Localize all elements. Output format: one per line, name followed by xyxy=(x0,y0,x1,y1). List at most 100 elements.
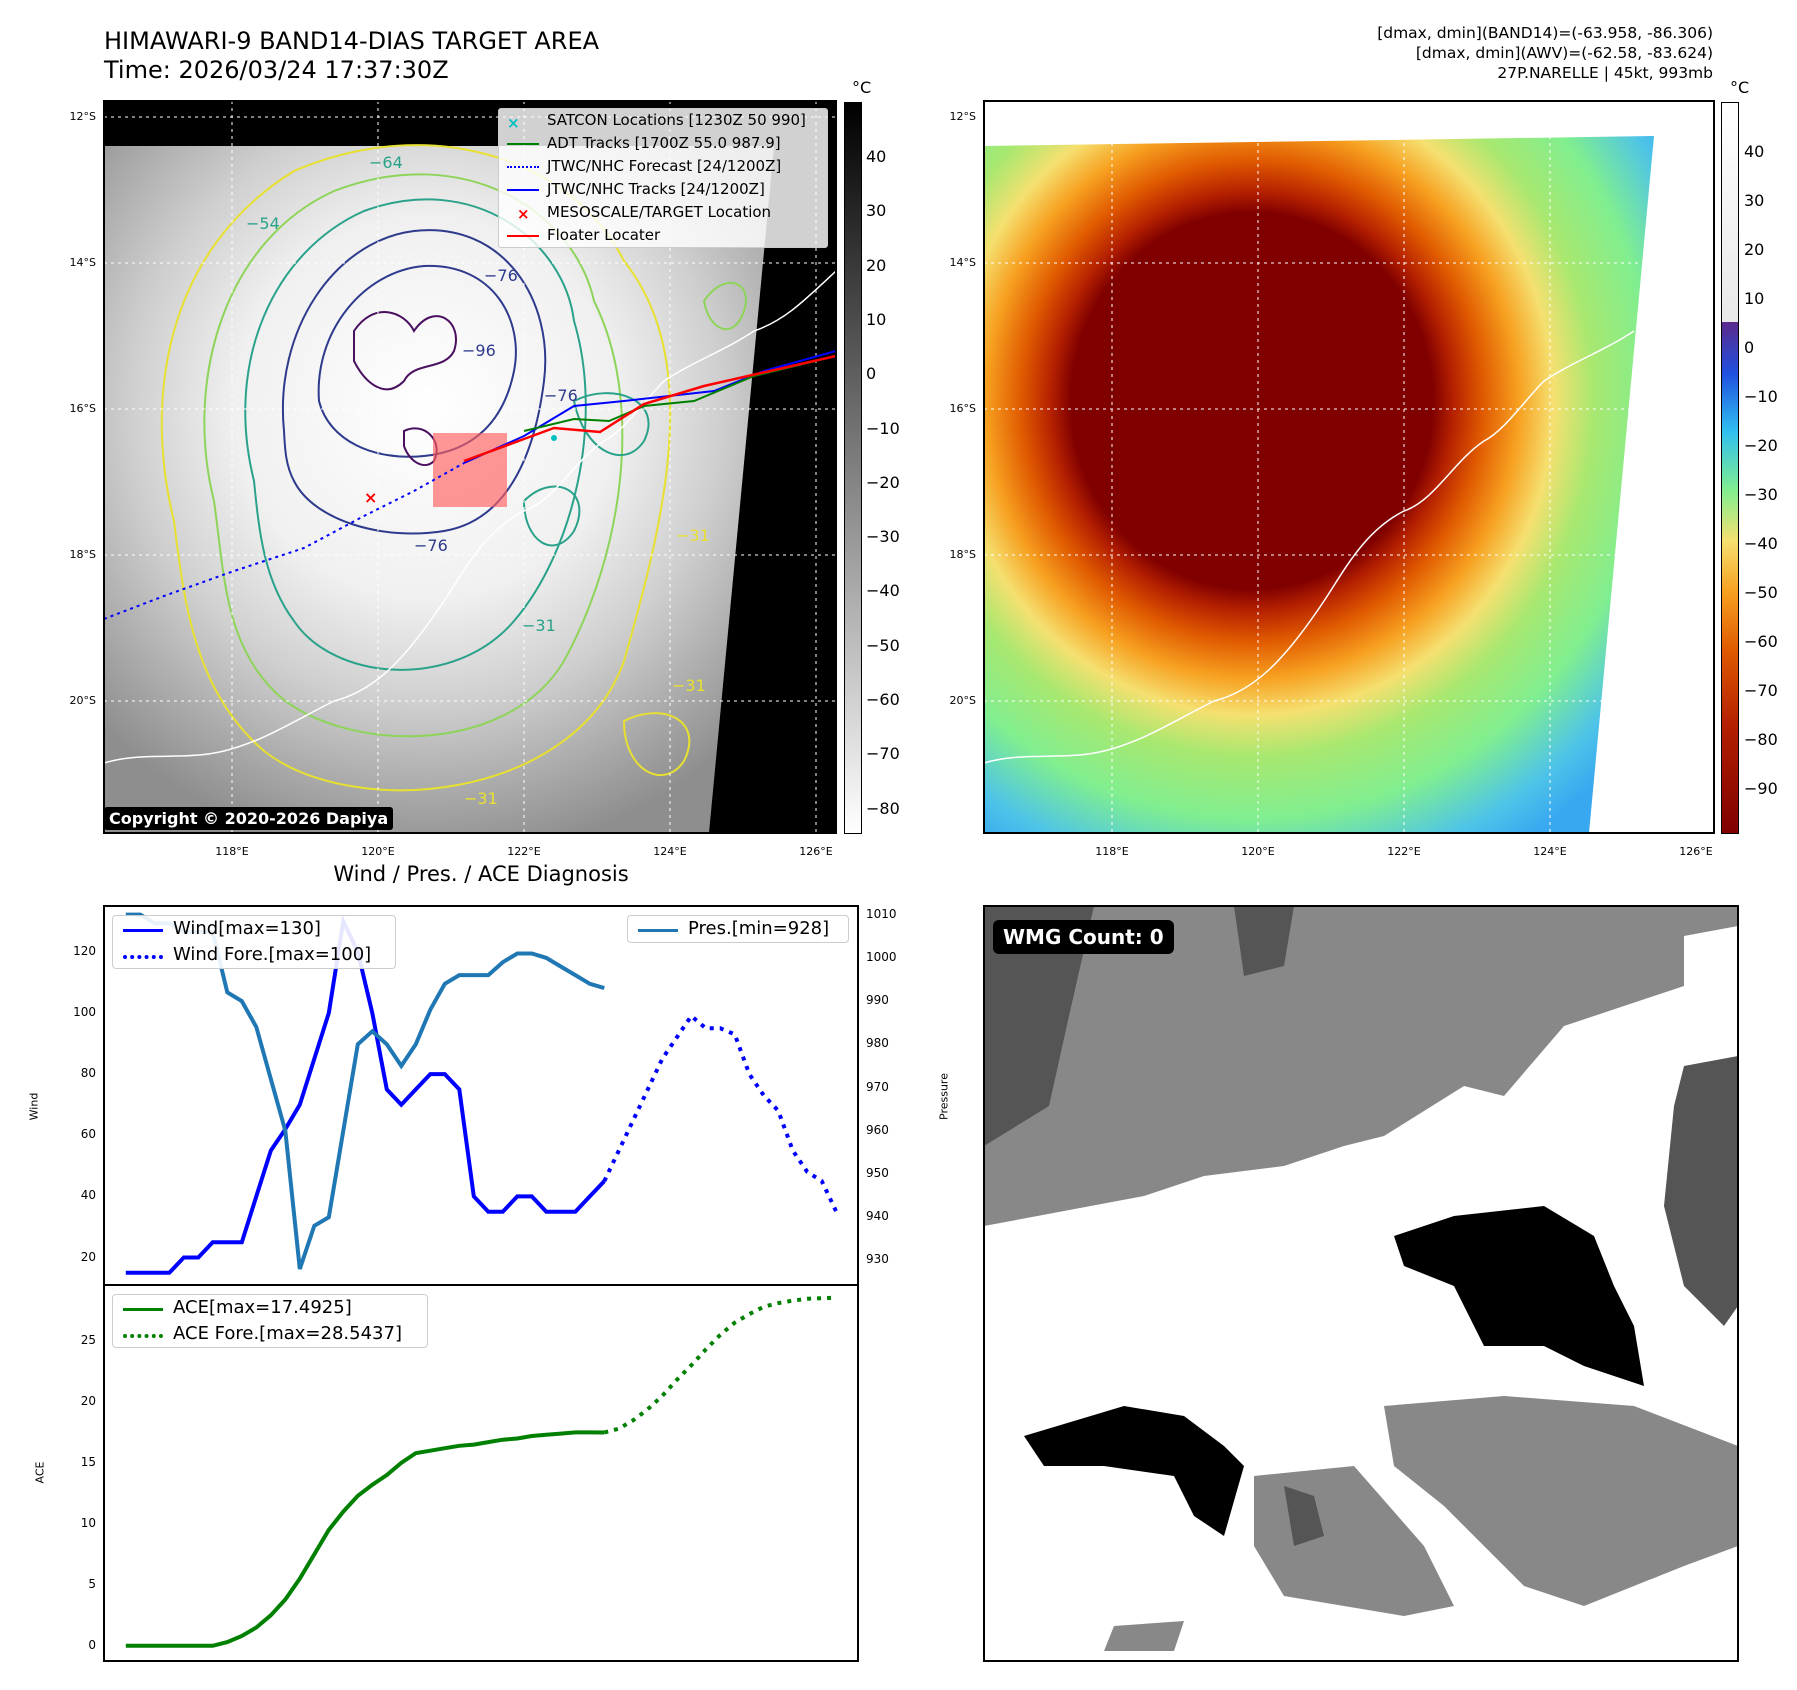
satcon-marker xyxy=(551,435,557,441)
wmg-dark-right xyxy=(1664,1056,1738,1326)
contour-label: −76 xyxy=(484,266,518,285)
axis-tick-label: 80 xyxy=(80,1066,96,1081)
contour-label: −96 xyxy=(462,341,496,360)
colorbar-tick: 40 xyxy=(1744,142,1765,161)
color-map-frame xyxy=(983,100,1715,834)
contour-label: −31 xyxy=(672,676,706,695)
ace-series xyxy=(125,1295,837,1648)
wmg-gray-right xyxy=(1384,1396,1738,1606)
color-colorbar-unit: °C xyxy=(1730,78,1750,97)
wmg-map xyxy=(984,906,1738,1660)
color-colorbar xyxy=(1721,102,1739,834)
lon-label: 126°E xyxy=(799,845,833,858)
lat-label: 16°S xyxy=(949,402,976,415)
pressure-legend: Pres.[min=928] xyxy=(627,915,849,943)
lon-label: 126°E xyxy=(1679,845,1713,858)
title-line-2: Time: 2026/03/24 17:37:30Z xyxy=(104,56,449,84)
wmg-frame xyxy=(983,905,1739,1662)
info-line-3: 27P.NARELLE | 45kt, 993mb xyxy=(1497,64,1713,82)
axis-tick-label: 20 xyxy=(80,1393,96,1408)
contour-label: −76 xyxy=(544,386,578,405)
colorbar-tick: −30 xyxy=(866,527,900,547)
legend-item-satcon: × SATCON Locations [1230Z 50 990] xyxy=(507,111,806,132)
wmg-black-main xyxy=(1394,1206,1644,1386)
copyright-badge: Copyright © 2020-2026 Dapiya xyxy=(104,807,394,830)
contour-label: −64 xyxy=(369,153,403,172)
wind-symbol xyxy=(123,929,163,932)
colorbar-tick: 10 xyxy=(866,309,887,329)
floater-locater-track xyxy=(463,354,836,463)
wmg-black-left xyxy=(1024,1406,1244,1536)
axis-tick-label: 100 xyxy=(73,1005,96,1019)
axis-tick-label: 15 xyxy=(80,1454,96,1469)
axis-tick-label: 980 xyxy=(866,1036,889,1051)
legend-item-pressure: Pres.[min=928] xyxy=(628,916,848,942)
lon-label: 122°E xyxy=(1387,845,1421,858)
colorbar-tick: −80 xyxy=(1744,730,1778,749)
diagnosis-frame xyxy=(103,905,859,1662)
color-gridlines xyxy=(984,101,1714,833)
contour-label: −31 xyxy=(522,616,556,635)
ace-legend: ACE[max=17.4925] ACE Fore.[max=28.5437] xyxy=(112,1294,428,1348)
color-field xyxy=(984,136,1654,833)
colorbar-tick: 30 xyxy=(1744,191,1765,210)
colorbar-tick: −60 xyxy=(1744,632,1778,651)
lon-label: 118°E xyxy=(1095,845,1129,858)
floater-box xyxy=(433,433,507,507)
ace-chart xyxy=(125,1295,837,1648)
color-map xyxy=(984,101,1714,833)
ir-colorbar xyxy=(844,102,862,834)
jtwc-forecast-track xyxy=(104,462,465,620)
ace-fore-max-line xyxy=(603,1295,837,1435)
wind-max-line xyxy=(125,914,606,1275)
legend-item-target: × MESOSCALE/TARGET Location xyxy=(517,203,772,223)
wmg-dark-top xyxy=(1234,906,1294,976)
colorbar-tick: −70 xyxy=(866,744,900,764)
colorbar-tick: −80 xyxy=(866,798,900,818)
contour-label: −31 xyxy=(464,789,498,808)
lat-label: 18°S xyxy=(69,548,96,561)
lat-label: 14°S xyxy=(949,256,976,269)
wind-legend: Wind[max=130] Wind Fore.[max=100] xyxy=(112,915,396,969)
legend-item-ace: ACE[max=17.4925] xyxy=(113,1295,427,1321)
axis-tick-label: 990 xyxy=(866,993,889,1008)
color-coastline xyxy=(984,330,1635,764)
adt-track xyxy=(523,355,836,432)
wmg-gray-small xyxy=(1104,1621,1184,1651)
ace-forecast-symbol xyxy=(123,1334,163,1338)
lon-label: 120°E xyxy=(361,845,395,858)
wmg-dark-topleft xyxy=(984,906,1094,1146)
info-line-2: [dmax, dmin](AWV)=(-62.58, -83.624) xyxy=(1415,44,1713,62)
lon-label: 122°E xyxy=(507,845,541,858)
colorbar-tick: −40 xyxy=(866,581,900,601)
ir-map-frame xyxy=(103,100,837,834)
diagnosis-title: Wind / Pres. / ACE Diagnosis xyxy=(333,862,629,886)
legend-item-adt: ADT Tracks [1700Z 55.0 987.9] xyxy=(499,132,827,155)
tracks-symbol xyxy=(507,189,539,191)
legend-item-floater: Floater Locater xyxy=(499,224,827,247)
axis-tick-label: 40 xyxy=(80,1188,96,1203)
colorbar-tick: −10 xyxy=(1744,387,1778,406)
axis-tick-label: 120 xyxy=(73,943,96,958)
adt-symbol xyxy=(507,143,539,145)
no-data-right xyxy=(709,146,836,833)
colorbar-tick: −90 xyxy=(1744,779,1778,798)
lat-label: 12°S xyxy=(69,110,96,123)
lat-label: 14°S xyxy=(69,256,96,269)
wmg-gray-top xyxy=(984,906,1738,1226)
pressure-symbol xyxy=(638,929,678,932)
lat-label: 20°S xyxy=(69,694,96,707)
lon-label: 118°E xyxy=(215,845,249,858)
axis-tick-label: 25 xyxy=(80,1332,96,1347)
ace-axis-label: ACE xyxy=(33,1461,47,1484)
ace-symbol xyxy=(123,1308,163,1311)
colorbar-tick: −60 xyxy=(866,690,900,709)
colorbar-tick: −30 xyxy=(1744,485,1778,504)
wmg-count-badge: WMG Count: 0 xyxy=(993,920,1174,954)
colorbar-tick: 0 xyxy=(1744,338,1755,357)
contour-labels: −64 −54 −76 −96 −76 −76 −31 −31 −31 −31 xyxy=(246,153,710,808)
colorbar-tick: 0 xyxy=(866,364,877,384)
wmg-dark-spot xyxy=(1284,1486,1324,1546)
axis-tick-label: 60 xyxy=(80,1127,96,1142)
colorbar-tick: −10 xyxy=(866,418,900,438)
